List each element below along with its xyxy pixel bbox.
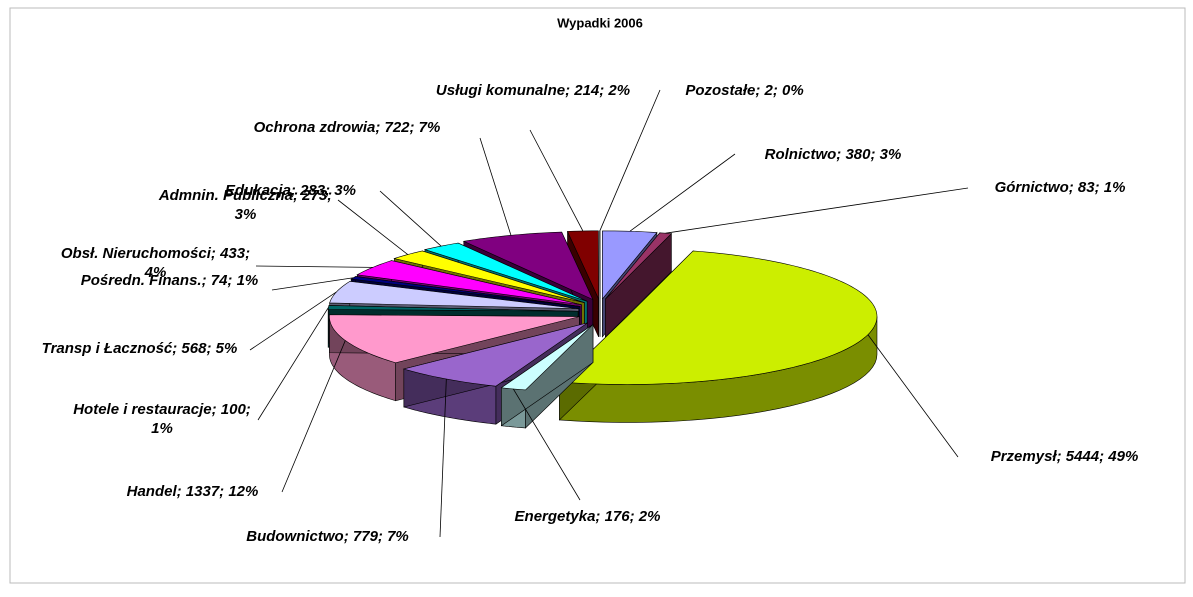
slice [558, 250, 878, 385]
leader-line [257, 307, 329, 421]
data-label: Górnictwo; 83; 1% [994, 179, 1126, 196]
data-label: Ochrona zdrowia; 722; 7% [253, 119, 441, 136]
chart-title: Wypadki 2006 [557, 15, 643, 30]
data-label: Przemysł; 5444; 49% [990, 448, 1139, 465]
slice [393, 250, 585, 303]
slice [402, 322, 588, 387]
slice [500, 324, 594, 391]
data-label: Rolnictwo; 380; 3% [764, 146, 902, 163]
slice [327, 305, 579, 312]
leader-line [337, 199, 409, 255]
leader-line [665, 187, 969, 234]
data-label: Pośredn. Finans.; 74; 1% [80, 272, 259, 289]
slice [350, 276, 581, 307]
slice [329, 314, 580, 364]
data-label: Obsł. Nieruchomości; 433; 4% [60, 245, 251, 281]
data-label: Handel; 1337; 12% [126, 483, 259, 500]
leader-line [439, 378, 447, 538]
data-label: Usługi komunalne; 214; 2% [435, 82, 631, 99]
leader-line [867, 334, 959, 458]
data-label: Hotele i restauracje; 100; 1% [73, 401, 251, 437]
slice [602, 230, 658, 300]
slice [356, 260, 582, 306]
slice [567, 230, 599, 299]
leader-line [379, 190, 442, 247]
slice [423, 242, 588, 302]
leader-line [479, 137, 512, 236]
data-label: Edukacja; 283; 3% [225, 182, 356, 199]
leader-line [629, 153, 736, 232]
leader-line [599, 89, 661, 231]
leader-line [255, 265, 373, 268]
data-label: Pozostałe; 2; 0% [685, 82, 804, 99]
slice [605, 232, 673, 300]
leader-line [271, 277, 354, 291]
leader-line [281, 340, 346, 493]
data-label: Transp i Łaczność; 568; 5% [41, 340, 238, 357]
leader-line [512, 388, 581, 501]
leader-line [249, 291, 337, 351]
slice [462, 231, 594, 301]
data-label: Budownictwo; 779; 7% [246, 528, 409, 545]
leader-line [529, 129, 584, 232]
data-label: Admnin. Publiczna; 273; 3% [158, 187, 333, 223]
data-label: Energetyka; 176; 2% [514, 508, 661, 525]
